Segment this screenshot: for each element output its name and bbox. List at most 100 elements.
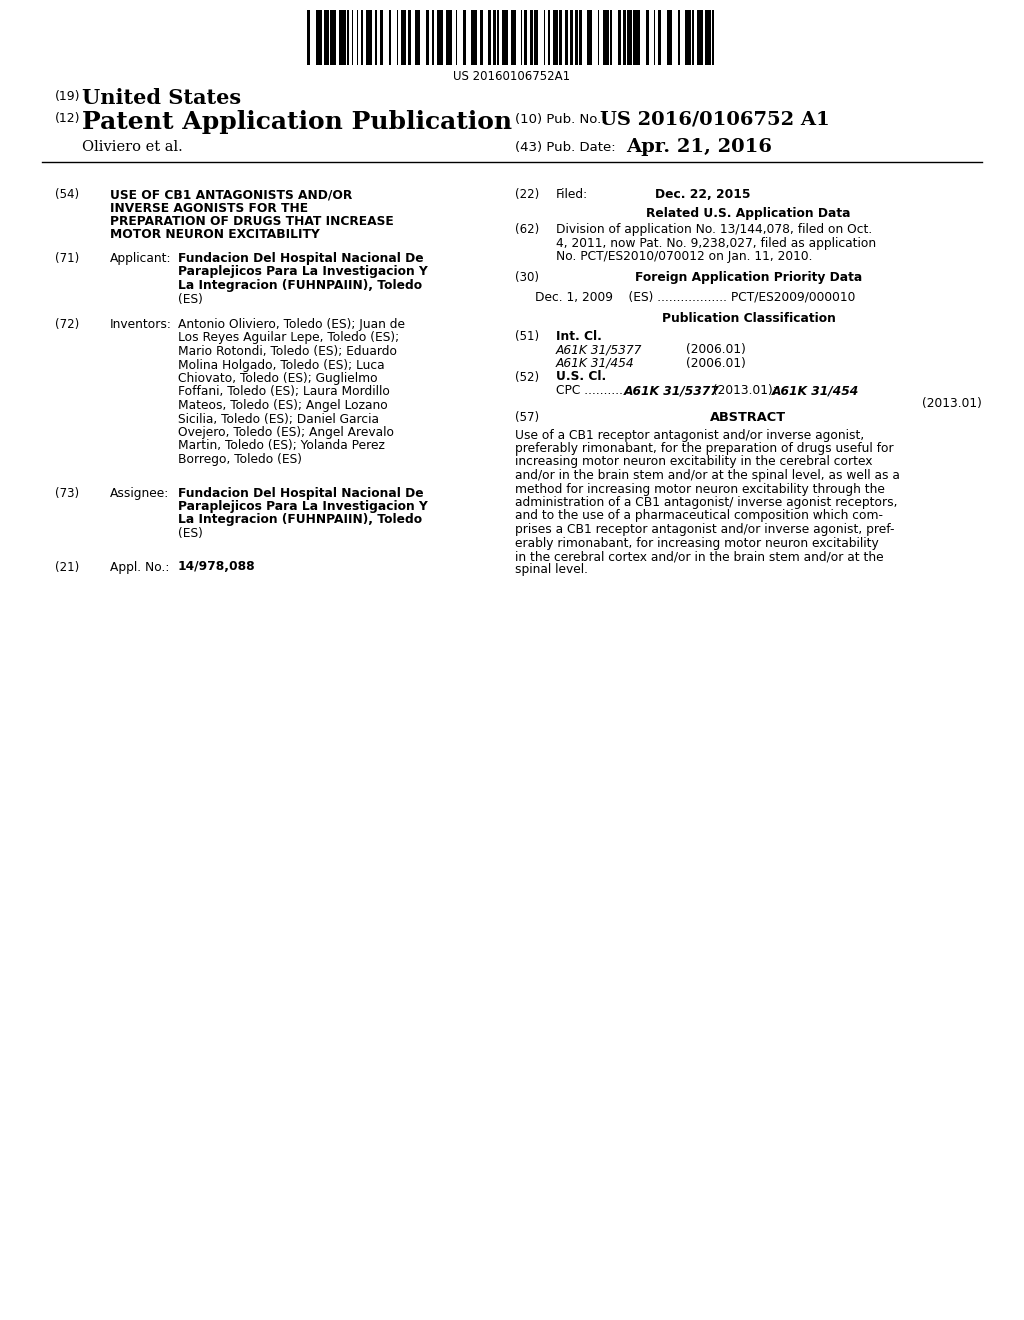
Text: (43) Pub. Date:: (43) Pub. Date: xyxy=(515,141,615,154)
Bar xyxy=(678,11,680,65)
Bar xyxy=(705,11,711,65)
Text: A61K 31/5377: A61K 31/5377 xyxy=(624,384,720,397)
Text: Dec. 1, 2009    (ES) .................. PCT/ES2009/000010: Dec. 1, 2009 (ES) .................. PCT… xyxy=(535,290,855,304)
Text: prises a CB1 receptor antagonist and/or inverse agonist, pref-: prises a CB1 receptor antagonist and/or … xyxy=(515,523,895,536)
Bar xyxy=(340,11,346,65)
Bar xyxy=(713,11,714,65)
Text: 14/978,088: 14/978,088 xyxy=(178,561,256,573)
Text: Paraplejicos Para La Investigacion Y: Paraplejicos Para La Investigacion Y xyxy=(178,500,428,513)
Text: (52): (52) xyxy=(515,371,539,384)
Bar xyxy=(426,11,429,65)
Bar xyxy=(628,11,632,65)
Text: MOTOR NEURON EXCITABILITY: MOTOR NEURON EXCITABILITY xyxy=(110,228,319,242)
Text: (2013.01);: (2013.01); xyxy=(709,384,780,397)
Text: Borrego, Toledo (ES): Borrego, Toledo (ES) xyxy=(178,453,302,466)
Text: (10) Pub. No.:: (10) Pub. No.: xyxy=(515,114,605,125)
Bar xyxy=(529,11,532,65)
Bar xyxy=(549,11,550,65)
Text: La Integracion (FUHNPAIIN), Toledo: La Integracion (FUHNPAIIN), Toledo xyxy=(178,513,422,527)
Text: increasing motor neuron excitability in the cerebral cortex: increasing motor neuron excitability in … xyxy=(515,455,872,469)
Bar xyxy=(559,11,562,65)
Text: (2013.01): (2013.01) xyxy=(923,397,982,411)
Bar xyxy=(361,11,362,65)
Text: (ES): (ES) xyxy=(178,527,203,540)
Text: Publication Classification: Publication Classification xyxy=(662,312,836,325)
Bar xyxy=(493,11,496,65)
Bar xyxy=(535,11,538,65)
Text: (51): (51) xyxy=(515,330,539,343)
Bar xyxy=(352,11,353,65)
Text: (30): (30) xyxy=(515,272,539,285)
Text: CPC ..........: CPC .......... xyxy=(556,384,623,397)
Bar xyxy=(565,11,568,65)
Bar xyxy=(602,11,608,65)
Bar xyxy=(587,11,592,65)
Text: Use of a CB1 receptor antagonist and/or inverse agonist,: Use of a CB1 receptor antagonist and/or … xyxy=(515,429,864,441)
Text: in the cerebral cortex and/or in the brain stem and/or at the: in the cerebral cortex and/or in the bra… xyxy=(515,550,884,564)
Text: A61K 31/5377: A61K 31/5377 xyxy=(556,343,642,356)
Bar xyxy=(432,11,434,65)
Bar xyxy=(366,11,372,65)
Bar xyxy=(375,11,377,65)
Text: Patent Application Publication: Patent Application Publication xyxy=(82,110,512,135)
Bar xyxy=(623,11,626,65)
Bar xyxy=(488,11,492,65)
Bar xyxy=(389,11,390,65)
Text: PREPARATION OF DRUGS THAT INCREASE: PREPARATION OF DRUGS THAT INCREASE xyxy=(110,215,394,228)
Bar xyxy=(653,11,655,65)
Bar xyxy=(684,11,691,65)
Text: USE OF CB1 ANTAGONISTS AND/OR: USE OF CB1 ANTAGONISTS AND/OR xyxy=(110,187,352,201)
Text: Paraplejicos Para La Investigacion Y: Paraplejicos Para La Investigacion Y xyxy=(178,265,428,279)
Text: Assignee:: Assignee: xyxy=(110,487,169,499)
Text: Division of application No. 13/144,078, filed on Oct.: Division of application No. 13/144,078, … xyxy=(556,223,872,236)
Bar xyxy=(471,11,477,65)
Bar xyxy=(498,11,499,65)
Bar xyxy=(570,11,573,65)
Text: (19): (19) xyxy=(55,90,81,103)
Text: Molina Holgado, Toledo (ES); Luca: Molina Holgado, Toledo (ES); Luca xyxy=(178,359,385,371)
Bar xyxy=(502,11,508,65)
Bar xyxy=(697,11,703,65)
Bar xyxy=(574,11,578,65)
Text: (54): (54) xyxy=(55,187,79,201)
Text: Mario Rotondi, Toledo (ES); Eduardo: Mario Rotondi, Toledo (ES); Eduardo xyxy=(178,345,397,358)
Text: A61K 31/454: A61K 31/454 xyxy=(772,384,859,397)
Text: and to the use of a pharmaceutical composition which com-: and to the use of a pharmaceutical compo… xyxy=(515,510,883,523)
Bar xyxy=(437,11,443,65)
Text: Related U.S. Application Data: Related U.S. Application Data xyxy=(646,206,851,219)
Text: (57): (57) xyxy=(515,411,539,424)
Bar xyxy=(316,11,323,65)
Bar xyxy=(580,11,583,65)
Text: Apr. 21, 2016: Apr. 21, 2016 xyxy=(626,139,772,156)
Text: Appl. No.:: Appl. No.: xyxy=(110,561,169,573)
Bar xyxy=(511,11,516,65)
Bar xyxy=(446,11,453,65)
Text: (ES): (ES) xyxy=(178,293,203,305)
Bar xyxy=(598,11,599,65)
Text: Ovejero, Toledo (ES); Angel Arevalo: Ovejero, Toledo (ES); Angel Arevalo xyxy=(178,426,394,440)
Bar xyxy=(416,11,420,65)
Text: Sicilia, Toledo (ES); Daniel Garcia: Sicilia, Toledo (ES); Daniel Garcia xyxy=(178,412,379,425)
Bar xyxy=(544,11,545,65)
Text: ABSTRACT: ABSTRACT xyxy=(711,411,786,424)
Text: administration of a CB1 antagonist/ inverse agonist receptors,: administration of a CB1 antagonist/ inve… xyxy=(515,496,897,510)
Text: 4, 2011, now Pat. No. 9,238,027, filed as application: 4, 2011, now Pat. No. 9,238,027, filed a… xyxy=(556,236,877,249)
Text: preferably rimonabant, for the preparation of drugs useful for: preferably rimonabant, for the preparati… xyxy=(515,442,894,455)
Bar xyxy=(553,11,558,65)
Text: Martin, Toledo (ES); Yolanda Perez: Martin, Toledo (ES); Yolanda Perez xyxy=(178,440,385,453)
Text: Applicant:: Applicant: xyxy=(110,252,171,265)
Text: (2006.01): (2006.01) xyxy=(686,356,745,370)
Text: Oliviero et al.: Oliviero et al. xyxy=(82,140,182,154)
Text: Foreign Application Priority Data: Foreign Application Priority Data xyxy=(635,272,862,285)
Text: erably rimonabant, for increasing motor neuron excitability: erably rimonabant, for increasing motor … xyxy=(515,536,879,549)
Text: Los Reyes Aguilar Lepe, Toledo (ES);: Los Reyes Aguilar Lepe, Toledo (ES); xyxy=(178,331,399,345)
Text: spinal level.: spinal level. xyxy=(515,564,588,577)
Text: (21): (21) xyxy=(55,561,79,573)
Bar xyxy=(480,11,483,65)
Bar xyxy=(692,11,694,65)
Bar xyxy=(463,11,466,65)
Text: method for increasing motor neuron excitability through the: method for increasing motor neuron excit… xyxy=(515,483,885,495)
Text: United States: United States xyxy=(82,88,241,108)
Text: Foffani, Toledo (ES); Laura Mordillo: Foffani, Toledo (ES); Laura Mordillo xyxy=(178,385,390,399)
Text: (2006.01): (2006.01) xyxy=(686,343,745,356)
